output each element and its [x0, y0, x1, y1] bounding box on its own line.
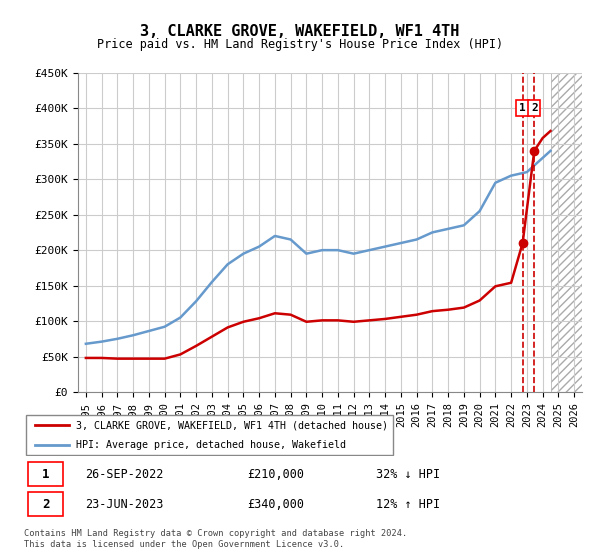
Text: Price paid vs. HM Land Registry's House Price Index (HPI): Price paid vs. HM Land Registry's House …: [97, 38, 503, 51]
Text: 1: 1: [519, 103, 526, 113]
Text: 23-JUN-2023: 23-JUN-2023: [85, 498, 164, 511]
Text: 2: 2: [42, 498, 50, 511]
Text: 1: 1: [42, 468, 50, 480]
Text: 32% ↓ HPI: 32% ↓ HPI: [376, 468, 440, 480]
Text: 3, CLARKE GROVE, WAKEFIELD, WF1 4TH (detached house): 3, CLARKE GROVE, WAKEFIELD, WF1 4TH (det…: [76, 421, 388, 430]
Text: HPI: Average price, detached house, Wakefield: HPI: Average price, detached house, Wake…: [76, 440, 346, 450]
FancyBboxPatch shape: [26, 415, 394, 455]
FancyBboxPatch shape: [28, 492, 63, 516]
Text: 12% ↑ HPI: 12% ↑ HPI: [376, 498, 440, 511]
Text: £340,000: £340,000: [247, 498, 304, 511]
Text: 3, CLARKE GROVE, WAKEFIELD, WF1 4TH: 3, CLARKE GROVE, WAKEFIELD, WF1 4TH: [140, 24, 460, 39]
FancyBboxPatch shape: [28, 462, 63, 486]
Bar: [551, 73, 590, 392]
Text: £210,000: £210,000: [247, 468, 304, 480]
Text: 26-SEP-2022: 26-SEP-2022: [85, 468, 164, 480]
Text: 2: 2: [531, 103, 538, 113]
Text: Contains HM Land Registry data © Crown copyright and database right 2024.
This d: Contains HM Land Registry data © Crown c…: [24, 529, 407, 549]
